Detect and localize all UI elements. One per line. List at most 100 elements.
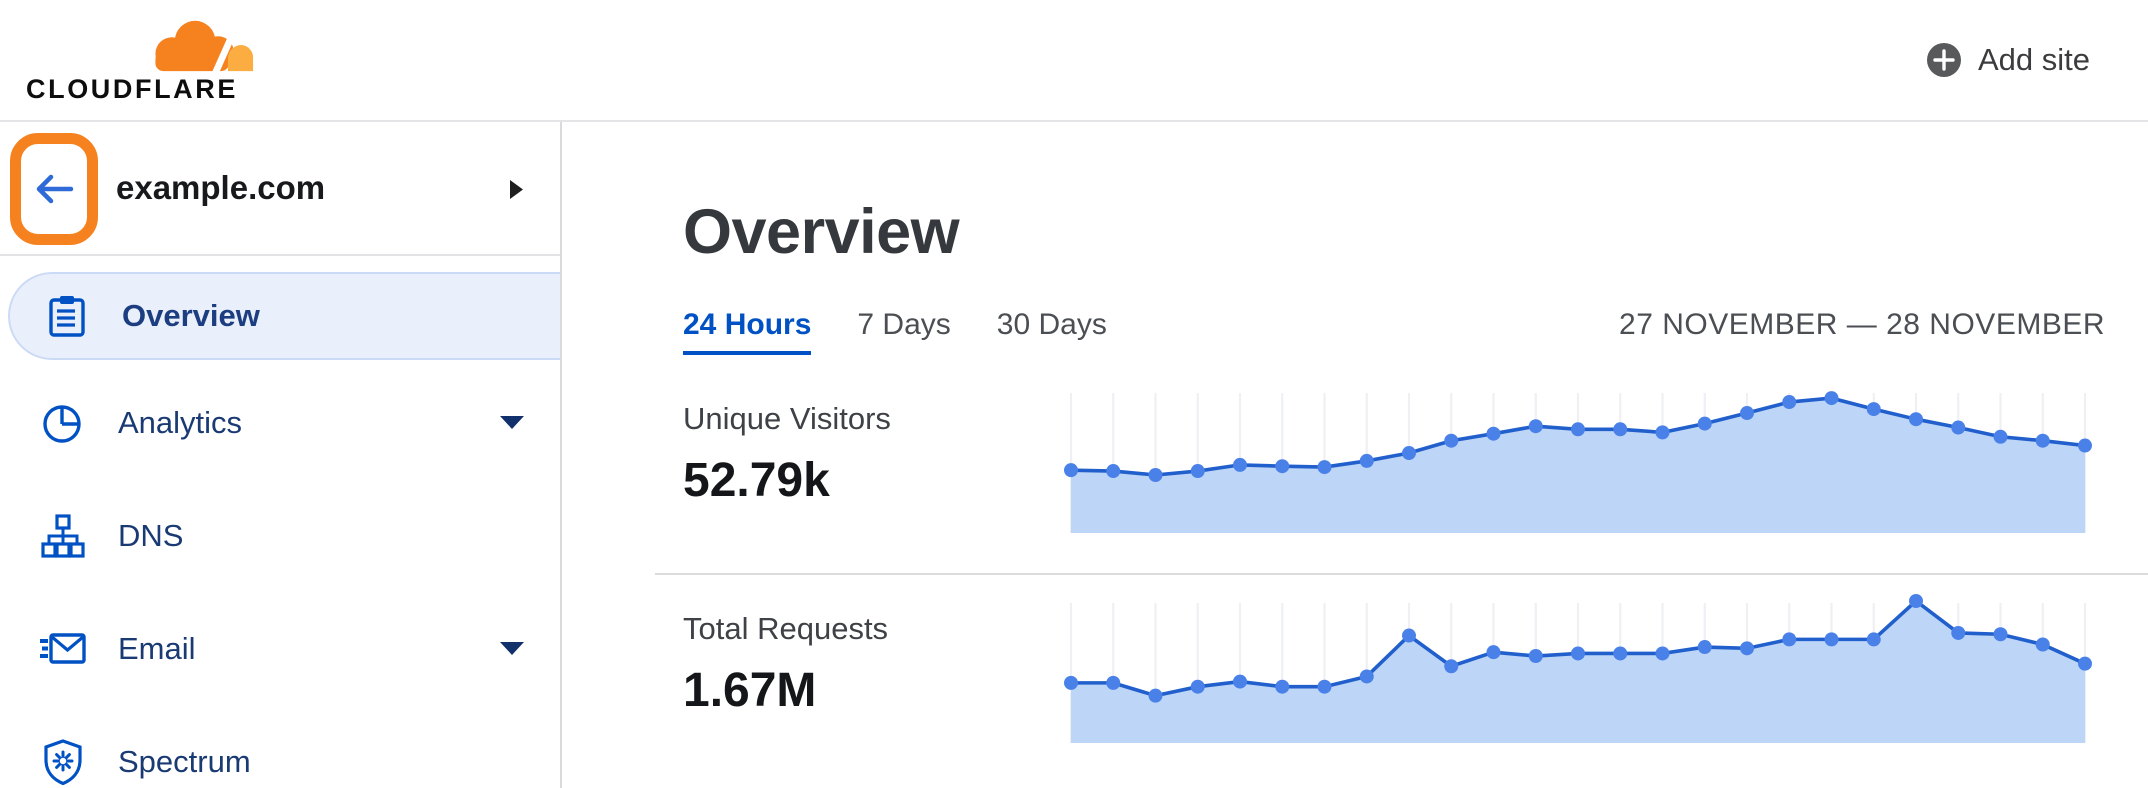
sidebar-item-label: Overview [122,298,260,333]
data-point[interactable] [1402,628,1416,643]
data-point[interactable] [1064,463,1078,478]
data-point[interactable] [1190,679,1205,694]
data-point[interactable] [1697,416,1712,431]
main-content: Overview 24 Hours 7 Days 30 Days 27 NOVE… [564,122,2148,788]
sidebar-item-label: Spectrum [118,743,251,779]
add-site-label: Add site [1977,42,2090,77]
back-button-highlight-annotation[interactable] [10,133,98,245]
data-point[interactable] [2078,438,2092,453]
sidebar-item-spectrum[interactable]: Spectrum [0,711,560,788]
data-point[interactable] [1317,679,1332,694]
data-point[interactable] [1528,419,1543,434]
data-point[interactable] [1655,425,1670,440]
data-point[interactable] [1571,646,1585,661]
page-title: Overview [683,197,960,267]
data-point[interactable] [1148,688,1163,703]
sidebar-item-analytics[interactable]: Analytics [0,372,560,473]
data-point[interactable] [1106,675,1121,690]
data-point[interactable] [1571,422,1585,437]
data-point[interactable] [1486,426,1501,441]
data-point[interactable] [1909,594,1923,608]
tab-7-days[interactable]: 7 Days [857,308,951,341]
total-requests-section: Total Requests 1.67M [683,594,2105,743]
data-point[interactable] [1951,420,1966,435]
section-divider [655,573,2148,575]
unique-visitors-section: Unique Visitors 52.79k [683,391,2105,533]
metric-info: Unique Visitors 52.79k [683,391,1071,533]
total-requests-chart[interactable] [1064,594,2092,743]
data-point[interactable] [1782,395,1797,410]
tab-30-days[interactable]: 30 Days [996,308,1107,341]
caret-right-icon[interactable] [509,180,524,199]
data-point[interactable] [1866,632,1881,647]
shield-asterisk-icon [44,738,82,785]
data-point[interactable] [2078,656,2092,671]
data-point[interactable] [1148,467,1163,482]
data-point[interactable] [1740,406,1754,421]
data-point[interactable] [1275,459,1290,474]
pie-chart-icon [43,404,81,443]
sidebar-nav: Overview Analytics [0,256,560,786]
tab-24-hours[interactable]: 24 Hours [683,308,812,355]
data-point[interactable] [1233,674,1247,689]
sidebar-item-label: Analytics [118,404,243,440]
chart-area-fill [1071,398,2085,533]
arrow-left-icon [36,174,74,204]
metric-value: 52.79k [683,454,830,507]
date-range-label: 27 NOVEMBER — 28 NOVEMBER [1619,308,2105,341]
top-header: CLOUDFLARE Add site [0,0,2148,122]
site-name: example.com [116,169,326,206]
sidebar-item-dns[interactable]: DNS [0,485,560,586]
data-point[interactable] [1993,429,2008,444]
cloudflare-logo[interactable]: CLOUDFLARE [26,15,258,105]
data-point[interactable] [1528,649,1543,664]
unique-visitors-chart[interactable] [1064,391,2092,533]
sidebar-item-overview[interactable]: Overview [8,272,560,360]
data-point[interactable] [1486,645,1501,660]
data-point[interactable] [1613,646,1628,661]
data-point[interactable] [1824,632,1839,647]
clipboard-icon [49,296,85,337]
data-point[interactable] [1951,625,1966,640]
data-point[interactable] [1613,422,1628,437]
data-point[interactable] [1782,632,1797,647]
cloudflare-cloud-icon [155,20,254,73]
time-range-tabs: 24 Hours 7 Days 30 Days 27 NOVEMBER — 28… [683,308,2105,355]
data-point[interactable] [1740,641,1754,656]
data-point[interactable] [1909,412,1923,427]
metric-label: Unique Visitors [683,401,891,436]
sidebar-item-label: DNS [118,517,184,553]
data-point[interactable] [1317,460,1332,475]
add-site-button[interactable]: Add site [1926,42,2090,78]
site-selector-row: example.com [0,122,560,256]
sidebar: example.com Overview Analytics [0,122,562,788]
data-point[interactable] [1444,659,1459,674]
chart-area-fill [1071,601,2085,743]
sidebar-item-label: Email [118,630,196,666]
data-point[interactable] [1359,453,1374,468]
data-point[interactable] [1359,669,1374,684]
metric-value: 1.67M [683,664,817,717]
email-icon [40,632,86,664]
data-point[interactable] [1444,433,1459,448]
caret-down-icon[interactable] [500,415,524,430]
data-point[interactable] [1190,464,1205,479]
network-tree-icon [41,513,85,558]
data-point[interactable] [2035,433,2050,448]
data-point[interactable] [1064,675,1078,690]
data-point[interactable] [1106,464,1121,479]
data-point[interactable] [1697,640,1712,655]
data-point[interactable] [1993,627,2008,642]
metric-label: Total Requests [683,611,889,646]
data-point[interactable] [1655,646,1670,661]
data-point[interactable] [1866,402,1881,417]
caret-down-icon[interactable] [500,641,524,656]
data-point[interactable] [1402,446,1416,461]
sidebar-item-email[interactable]: Email [0,598,560,699]
data-point[interactable] [1824,391,1839,406]
data-point[interactable] [1275,679,1290,694]
metric-info: Total Requests 1.67M [683,601,1071,743]
data-point[interactable] [1233,457,1247,472]
data-point[interactable] [2035,637,2050,652]
